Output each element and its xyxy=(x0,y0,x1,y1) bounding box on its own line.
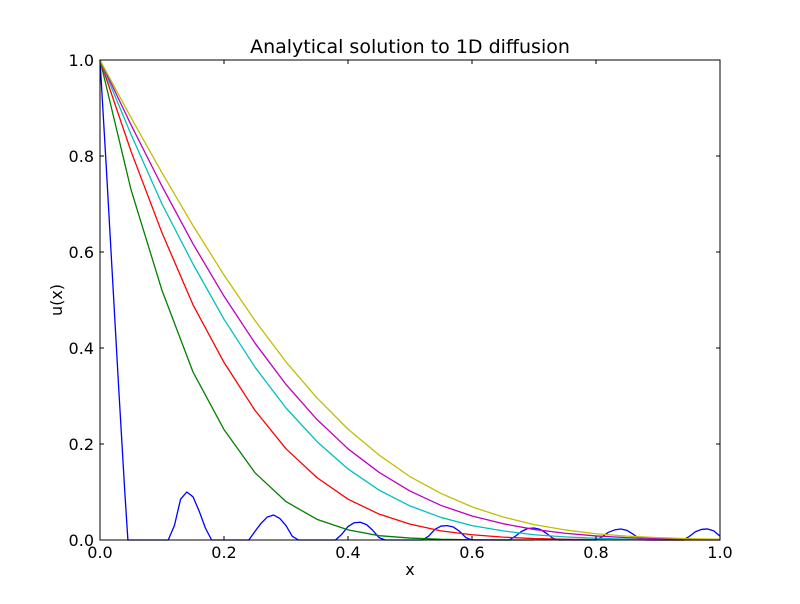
x-tick-label: 0.2 xyxy=(211,543,236,562)
x-tick-label: 1.0 xyxy=(707,543,732,562)
y-tick-label: 1.0 xyxy=(69,51,94,70)
y-tick-label: 0.6 xyxy=(69,243,94,262)
x-axis-label: x xyxy=(405,560,414,579)
series-line-5 xyxy=(99,59,721,541)
series-layer xyxy=(99,59,721,541)
y-tick-label: 0.8 xyxy=(69,147,94,166)
chart-title: Analytical solution to 1D diffusion xyxy=(250,36,570,58)
axes-background xyxy=(100,60,720,540)
x-tick-label: 0.6 xyxy=(459,543,484,562)
x-tick-label: 0.8 xyxy=(583,543,608,562)
x-tick-label: 0.0 xyxy=(87,543,112,562)
x-tick-label: 0.4 xyxy=(335,543,360,562)
series-line-4 xyxy=(99,59,721,541)
y-axis-label: u(x) xyxy=(47,284,66,316)
y-tick-label: 0.4 xyxy=(69,339,94,358)
ticks-layer: 0.0 0.2 0.4 0.6 0.8 1.0 0.0 0.2 0.4 0.6 0.8 1.0 xyxy=(69,51,733,562)
axes-frame xyxy=(99,59,721,541)
y-tick-label: 0.0 xyxy=(69,531,94,550)
series-line-6 xyxy=(99,59,721,540)
plot-area: 0.0 0.2 0.4 0.6 0.8 1.0 0.0 0.2 0.4 0.6 0.8 1.0 xyxy=(69,51,733,562)
y-tick-label: 0.2 xyxy=(69,435,94,454)
